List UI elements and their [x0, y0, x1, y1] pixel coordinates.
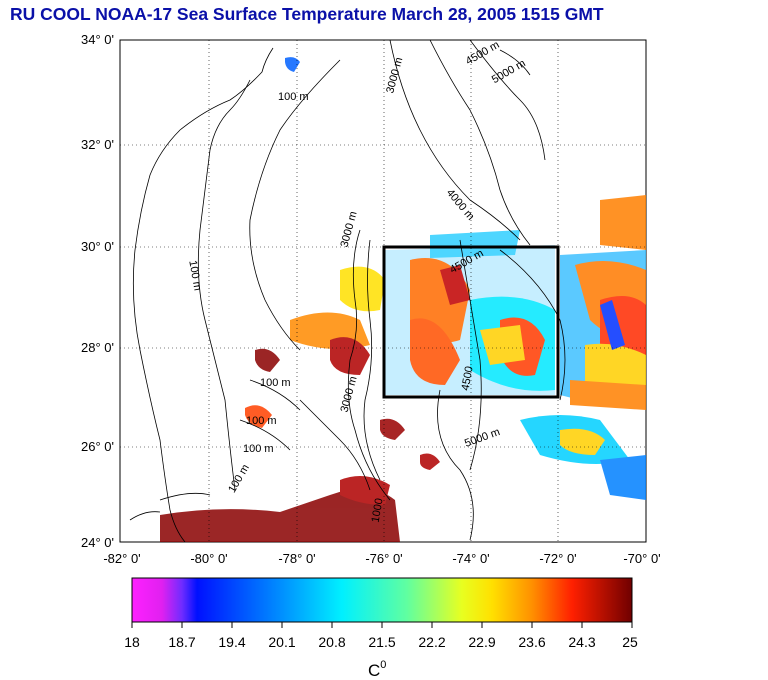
contour-label: 100 m [278, 91, 309, 103]
colorbar-unit: C0 [368, 659, 386, 680]
contour-label: 100 m [260, 377, 291, 389]
lon-tick: -72° 0' [539, 551, 576, 566]
lat-tick: 34° 0' [81, 32, 114, 47]
study-area-box [382, 245, 560, 399]
lat-tick: 32° 0' [81, 137, 114, 152]
colorbar-tick: 18 [124, 634, 140, 650]
colorbar-tick: 19.4 [218, 634, 245, 650]
lon-tick: -70° 0' [623, 551, 660, 566]
colorbar-tick: 23.6 [518, 634, 545, 650]
bathymetry-contours [129, 40, 566, 542]
contour-label: 100 m [243, 443, 274, 455]
lat-tick: 30° 0' [81, 239, 114, 254]
lon-tick: -80° 0' [190, 551, 227, 566]
lon-tick: -76° 0' [365, 551, 402, 566]
lon-tick: -74° 0' [452, 551, 489, 566]
colorbar-gradient [131, 577, 633, 623]
colorbar-tick: 22.9 [468, 634, 495, 650]
lat-tick: 28° 0' [81, 340, 114, 355]
colorbar-tick: 20.8 [318, 634, 345, 650]
contour-label: 1000 [370, 497, 386, 523]
colorbar-tick: 22.2 [418, 634, 445, 650]
lat-tick: 26° 0' [81, 439, 114, 454]
contour-label: 100 m [186, 259, 203, 291]
colorbar: 18 18.7 19.4 20.1 20.8 21.5 22.2 22.9 23… [124, 577, 638, 680]
map-title: RU COOL NOAA-17 Sea Surface Temperature … [10, 4, 604, 24]
colorbar-tick: 20.1 [268, 634, 295, 650]
latitude-axis: 34° 0' 32° 0' 30° 0' 28° 0' 26° 0' 24° 0… [81, 32, 114, 550]
lon-tick: -78° 0' [278, 551, 315, 566]
lat-tick: 24° 0' [81, 535, 114, 550]
colorbar-tick: 18.7 [168, 634, 195, 650]
sst-data-layer [160, 57, 646, 542]
contour-label: 100 m [246, 415, 277, 427]
colorbar-tick: 24.3 [568, 634, 595, 650]
colorbar-tick: 21.5 [368, 634, 395, 650]
contour-label: 4500 [460, 365, 476, 391]
lon-tick: -82° 0' [103, 551, 140, 566]
colorbar-tick: 25 [622, 634, 638, 650]
longitude-axis: -82° 0' -80° 0' -78° 0' -76° 0' -74° 0' … [103, 551, 660, 566]
